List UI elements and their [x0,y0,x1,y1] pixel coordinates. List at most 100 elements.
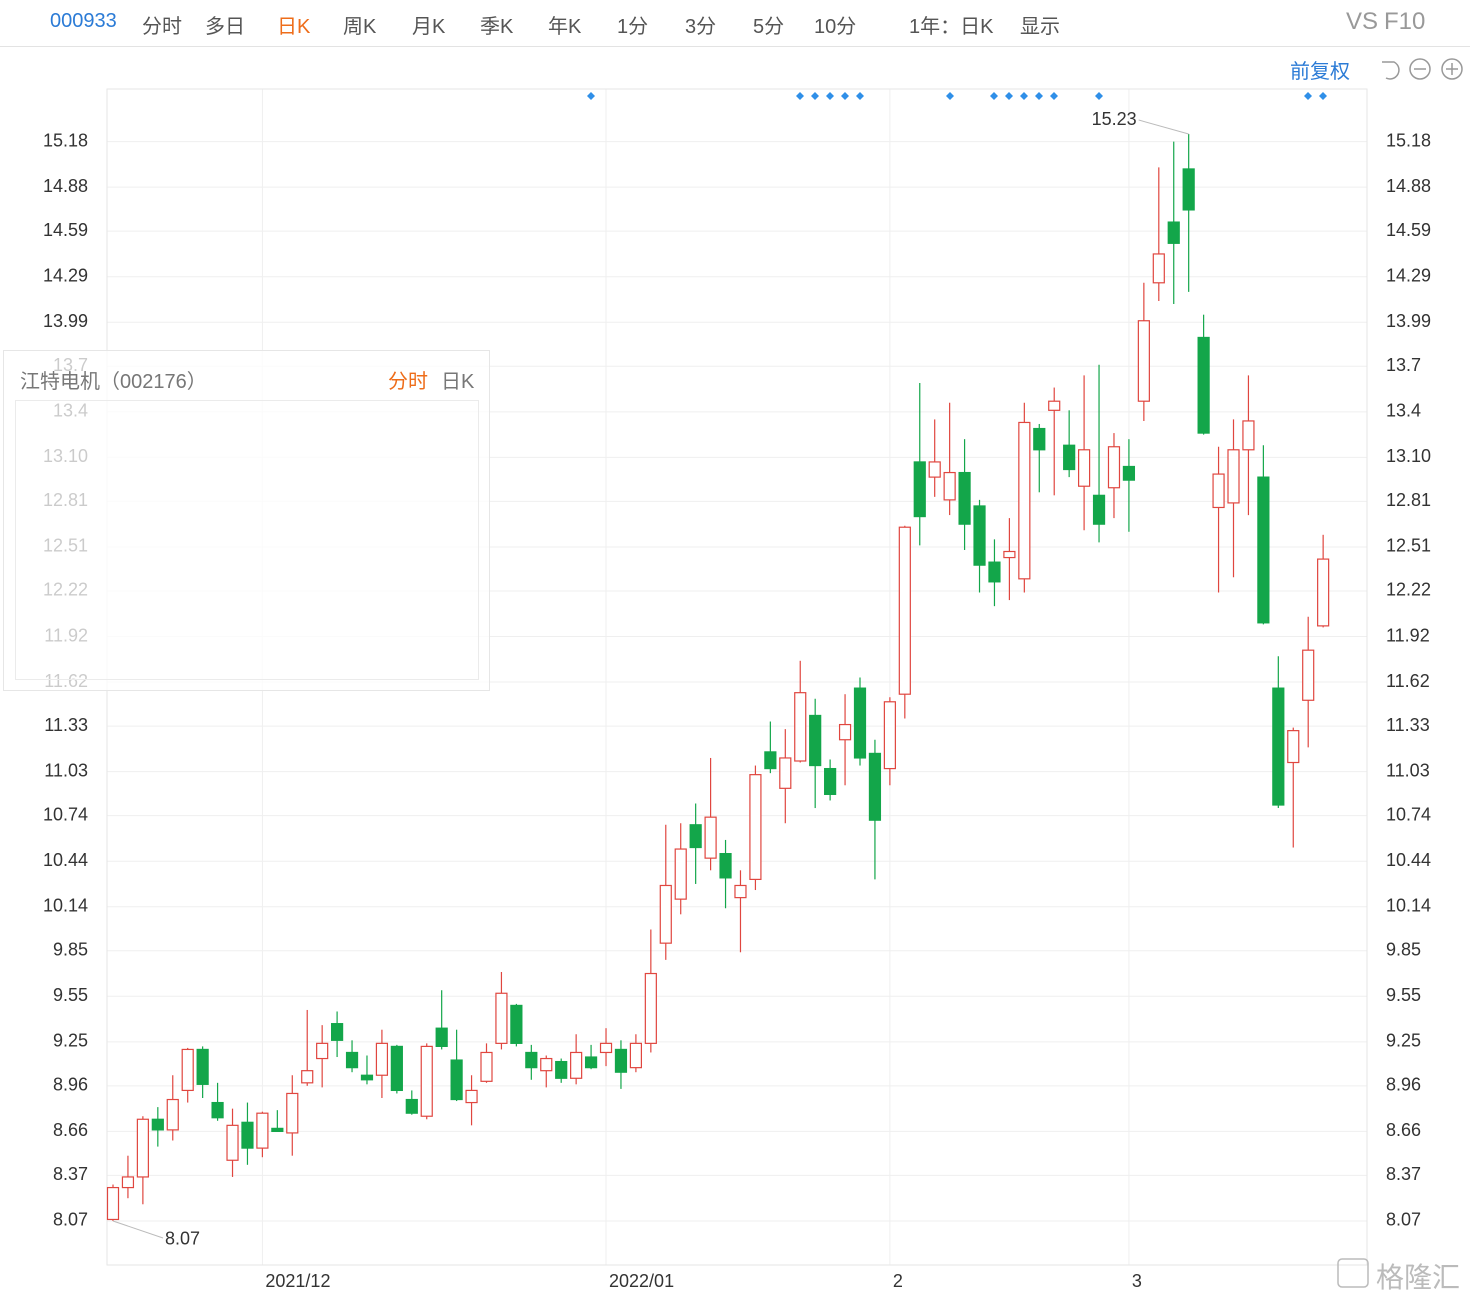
period-tab[interactable]: 日K [277,16,311,38]
period-tab[interactable]: 月K [412,16,446,38]
candle-body [584,1056,598,1069]
event-marker[interactable] [1095,92,1103,100]
event-marker[interactable] [1005,92,1013,100]
y2-tick-label: 11.62 [1386,671,1430,691]
y-tick-label: 10.74 [43,804,88,824]
watermark-logo [1337,1258,1369,1288]
candle-body [674,848,687,900]
zoom-out-icon[interactable] [1409,58,1431,80]
y2-tick-label: 14.88 [1386,176,1431,196]
period-tab[interactable]: 多日 [205,16,245,38]
event-marker[interactable] [1319,92,1327,100]
candle-body [913,461,926,518]
candle-body [136,1118,149,1178]
y2-tick-label: 12.51 [1386,536,1431,556]
event-marker[interactable] [826,92,834,100]
event-marker[interactable] [946,92,954,100]
event-marker[interactable] [587,92,595,100]
candle-body [360,1074,374,1081]
period-tab[interactable]: 季K [480,16,514,38]
period-tab[interactable]: 1分 [617,16,649,38]
y-tick-label: 8.07 [53,1210,88,1230]
event-marker[interactable] [990,92,998,100]
candle-body [779,757,792,789]
event-marker[interactable] [796,92,804,100]
period-tab[interactable]: 5分 [753,16,785,38]
candle-body [973,505,986,566]
candle-body [555,1060,568,1079]
candle-body [1242,420,1255,451]
stock-code[interactable]: 000933 [50,10,117,32]
adjust-mode[interactable]: 前复权 [1290,61,1350,83]
event-marker[interactable] [811,92,819,100]
low-annotation: 8.07 [165,1229,200,1249]
candle-body [1167,221,1180,244]
candle-body [181,1048,194,1092]
event-marker[interactable] [856,92,864,100]
candle-body [719,852,732,879]
period-tab[interactable]: 3分 [685,16,717,38]
event-marker[interactable] [1020,92,1028,100]
candle-body [510,1004,523,1044]
event-marker[interactable] [1035,92,1043,100]
undo-icon[interactable] [1382,61,1400,80]
candle-body [629,1042,643,1069]
candle-body [480,1051,493,1082]
candle-body [1182,168,1195,211]
panel-tab[interactable]: 分时 [388,371,428,393]
period-tab[interactable]: 分时 [142,16,182,38]
candle-body [898,526,911,695]
x-tick-label: 3 [1132,1271,1142,1291]
candle-body [943,471,956,501]
range-select[interactable]: 1年：日K [909,16,994,38]
panel-tab[interactable]: 日K [441,371,475,393]
y-tick-label: 14.59 [43,220,88,240]
display-select[interactable]: 显示 [1020,16,1060,38]
candle-body [1227,449,1240,504]
y2-tick-label: 8.37 [1386,1164,1421,1184]
candle-body [1018,421,1031,580]
y2-tick-label: 8.66 [1386,1120,1421,1140]
event-marker[interactable] [1050,92,1058,100]
period-tab[interactable]: 周K [343,16,377,38]
y2-tick-label: 11.92 [1386,625,1430,645]
candle-body [704,816,717,859]
period-tab[interactable]: 10分 [814,16,857,38]
candle-body [390,1045,403,1092]
candle-body [1302,649,1315,701]
y2-tick-label: 9.85 [1386,940,1421,960]
candle-body [525,1051,538,1069]
y2-tick-label: 13.99 [1386,311,1431,331]
y-tick-label: 10.44 [43,850,88,870]
event-markers [587,92,1327,100]
vs-button[interactable]: VS [1346,8,1379,35]
y2-tick-label: 11.33 [1386,715,1430,735]
f10-button[interactable]: F10 [1384,8,1426,35]
candle-body [540,1057,553,1072]
candle-body [1152,253,1165,284]
candle-body [928,461,941,478]
period-tab[interactable]: 年K [548,16,582,38]
y2-tick-label: 14.59 [1386,220,1431,240]
candle-body [824,767,837,795]
candle-body [883,701,896,770]
event-marker[interactable] [841,92,849,100]
candle-body [689,824,702,849]
candle-body [256,1112,269,1149]
y-tick-label: 14.29 [43,265,88,285]
panel-title: 江特电机（002176） [20,371,207,393]
candle-body [1003,550,1016,559]
candle-body [450,1059,463,1101]
candle-body [1033,427,1046,451]
y-tick-label: 9.85 [53,940,88,960]
candle-body [958,471,971,525]
y2-tick-label: 10.74 [1386,804,1431,824]
zoom-in-icon[interactable] [1441,58,1463,80]
candle-body [764,751,777,770]
y2-tick-label: 13.4 [1386,401,1421,421]
candle-body [435,1027,448,1047]
event-marker[interactable] [1304,92,1312,100]
y-tick-label: 9.25 [53,1031,88,1051]
y-tick-label: 11.33 [44,715,88,735]
